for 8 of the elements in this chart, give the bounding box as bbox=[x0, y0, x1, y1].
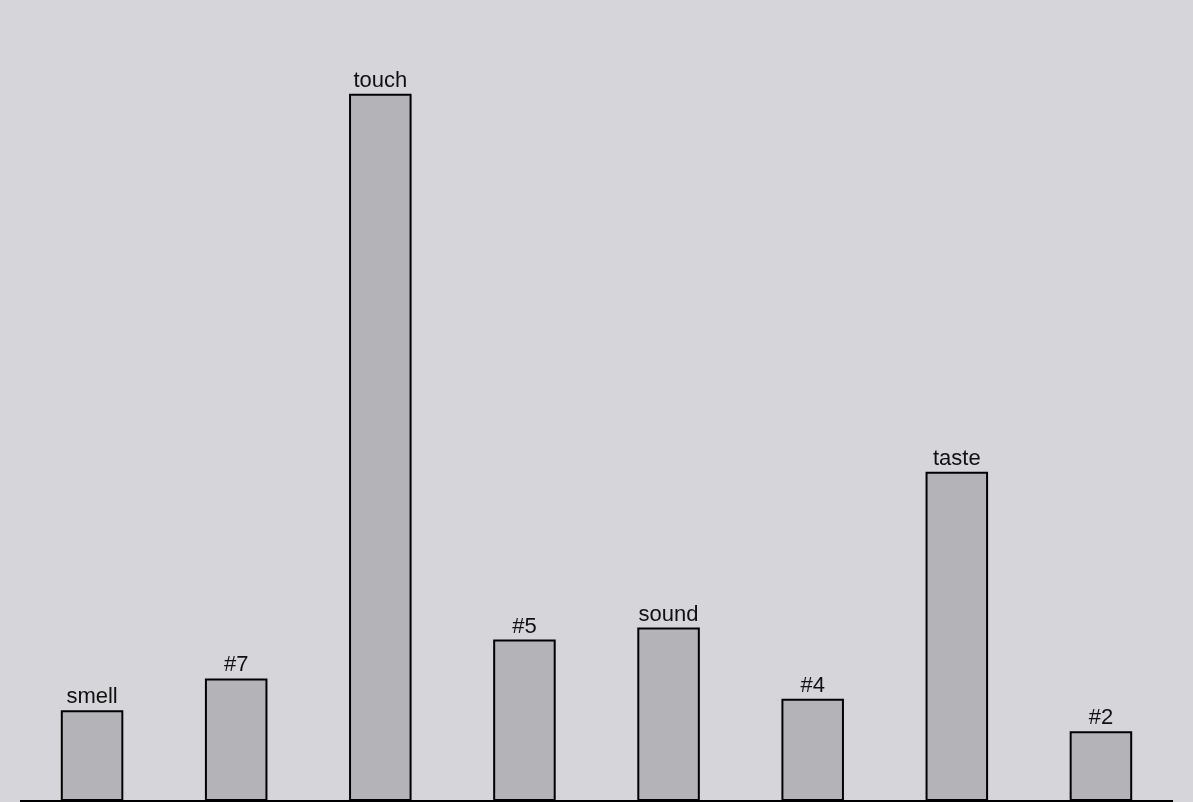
x-tick-label: taste bbox=[932, 444, 981, 470]
x-tick-label: #2 bbox=[1088, 704, 1114, 730]
x-tick-label: #5 bbox=[512, 612, 537, 638]
x-tick-label: touch bbox=[353, 66, 408, 92]
x-tick-label: #7 bbox=[223, 651, 249, 677]
x-tick-label: sound bbox=[638, 600, 699, 626]
x-tick-label: smell bbox=[66, 683, 118, 709]
x-tick-label: #4 bbox=[800, 671, 825, 697]
